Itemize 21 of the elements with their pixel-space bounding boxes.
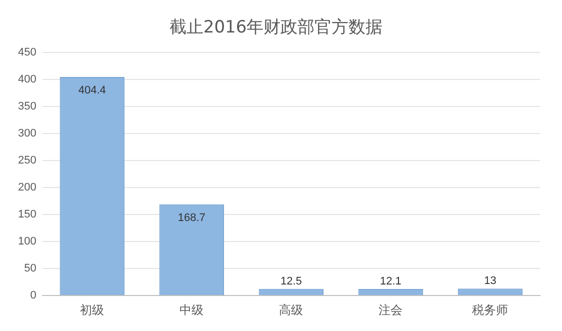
data-label: 168.7 xyxy=(178,212,206,224)
y-tick-label: 50 xyxy=(24,262,36,275)
data-label: 13 xyxy=(484,275,496,288)
x-tick-label: 中级 xyxy=(180,302,204,317)
chart-title: 截止2016年财政部官方数据 xyxy=(169,18,383,38)
data-label: 12.1 xyxy=(380,276,402,288)
x-tick-label: 税务师 xyxy=(472,302,508,317)
y-tick-label: 200 xyxy=(18,182,36,194)
data-label: 12.5 xyxy=(280,275,302,288)
y-tick-label: 150 xyxy=(18,208,36,221)
y-tick-label: 400 xyxy=(18,73,36,86)
y-tick-label: 0 xyxy=(30,290,36,302)
y-tick-label: 250 xyxy=(18,154,36,167)
x-tick-label: 初级 xyxy=(80,302,104,317)
x-tick-label: 高级 xyxy=(279,302,304,317)
x-tick-label: 注会 xyxy=(378,302,403,317)
y-tick-label: 300 xyxy=(18,128,36,140)
data-label: 404.4 xyxy=(78,84,106,97)
y-tick-label: 100 xyxy=(18,236,36,248)
y-tick-label: 350 xyxy=(18,100,36,112)
y-tick-label: 450 xyxy=(18,46,36,58)
